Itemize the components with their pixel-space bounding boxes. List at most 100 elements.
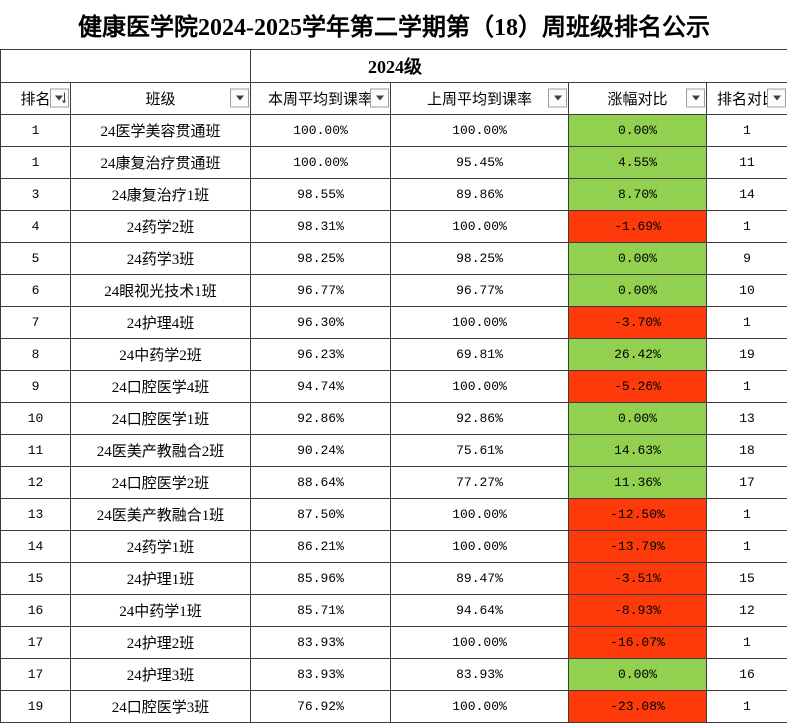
class-name-cell[interactable]: 24护理2班	[70, 625, 251, 659]
last-week-rate-cell[interactable]: 100.00%	[390, 689, 569, 723]
rank-filter-button[interactable]	[50, 88, 69, 108]
sheet-title[interactable]: 健康医学院2024-2025学年第二学期第（18）周班级排名公示	[0, 0, 787, 50]
last-week-rate-cell[interactable]: 83.93%	[390, 657, 569, 691]
change-cell[interactable]: -3.70%	[568, 305, 707, 339]
this-week-filter-button[interactable]	[370, 88, 389, 108]
this-week-rate-cell[interactable]: 83.93%	[250, 625, 391, 659]
change-cell[interactable]: 0.00%	[568, 657, 707, 691]
this-week-rate-cell[interactable]: 98.31%	[250, 209, 391, 243]
rank-cell[interactable]: 1	[0, 145, 71, 179]
last-week-rate-cell[interactable]: 100.00%	[390, 369, 569, 403]
this-week-rate-cell[interactable]: 86.21%	[250, 529, 391, 563]
this-week-rate-cell[interactable]: 92.86%	[250, 401, 391, 435]
rank-compare-cell[interactable]: 11	[705, 145, 787, 179]
last-week-rate-cell[interactable]: 75.61%	[390, 433, 569, 467]
column-header-this-week[interactable]: 本周平均到课率	[250, 81, 391, 115]
last-week-rate-cell[interactable]: 100.00%	[390, 305, 569, 339]
class-name-cell[interactable]: 24药学2班	[70, 209, 251, 243]
change-cell[interactable]: 4.55%	[568, 145, 707, 179]
rank-compare-cell[interactable]: 1	[705, 369, 787, 403]
rank-compare-cell[interactable]: 13	[705, 401, 787, 435]
class-name-cell[interactable]: 24中药学2班	[70, 337, 251, 371]
last-week-rate-cell[interactable]: 92.86%	[390, 401, 569, 435]
rank-compare-cell[interactable]: 1	[705, 625, 787, 659]
class-name-cell[interactable]: 24康复治疗贯通班	[70, 145, 251, 179]
rank-compare-cell[interactable]: 1	[705, 689, 787, 723]
this-week-rate-cell[interactable]: 88.64%	[250, 465, 391, 499]
change-cell[interactable]: 0.00%	[568, 113, 707, 147]
rank-compare-cell[interactable]: 1	[705, 497, 787, 531]
column-header-last-week[interactable]: 上周平均到课率	[390, 81, 569, 115]
class-name-cell[interactable]: 24口腔医学4班	[70, 369, 251, 403]
change-cell[interactable]: -16.07%	[568, 625, 707, 659]
this-week-rate-cell[interactable]: 76.92%	[250, 689, 391, 723]
rank-compare-cell[interactable]: 17	[705, 465, 787, 499]
change-cell[interactable]: -12.50%	[568, 497, 707, 531]
rank-cell[interactable]: 1	[0, 113, 71, 147]
change-cell[interactable]: -5.26%	[568, 369, 707, 403]
class-name-cell[interactable]: 24医美产教融合1班	[70, 497, 251, 531]
class-name-cell[interactable]: 24口腔医学3班	[70, 689, 251, 723]
change-cell[interactable]: -8.93%	[568, 593, 707, 627]
last-week-rate-cell[interactable]: 100.00%	[390, 497, 569, 531]
rank-cell[interactable]: 15	[0, 561, 71, 595]
rank-compare-cell[interactable]: 16	[705, 657, 787, 691]
rank-cell[interactable]: 12	[0, 465, 71, 499]
change-filter-button[interactable]	[686, 88, 705, 108]
this-week-rate-cell[interactable]: 83.93%	[250, 657, 391, 691]
rank-compare-cell[interactable]: 9	[705, 241, 787, 275]
this-week-rate-cell[interactable]: 94.74%	[250, 369, 391, 403]
last-week-rate-cell[interactable]: 89.47%	[390, 561, 569, 595]
last-week-rate-cell[interactable]: 100.00%	[390, 209, 569, 243]
class-name-cell[interactable]: 24口腔医学1班	[70, 401, 251, 435]
rank-cell[interactable]: 6	[0, 273, 71, 307]
last-week-rate-cell[interactable]: 96.77%	[390, 273, 569, 307]
last-week-rate-cell[interactable]: 69.81%	[390, 337, 569, 371]
change-cell[interactable]: 0.00%	[568, 401, 707, 435]
change-cell[interactable]: 8.70%	[568, 177, 707, 211]
class-name-cell[interactable]: 24康复治疗1班	[70, 177, 251, 211]
last-week-rate-cell[interactable]: 89.86%	[390, 177, 569, 211]
grade-label[interactable]: 2024级	[249, 48, 787, 83]
rank-cell[interactable]: 5	[0, 241, 71, 275]
this-week-rate-cell[interactable]: 96.77%	[250, 273, 391, 307]
rank-compare-filter-button[interactable]	[767, 88, 787, 108]
class-name-cell[interactable]: 24药学3班	[70, 241, 251, 275]
last-week-rate-cell[interactable]: 77.27%	[390, 465, 569, 499]
change-cell[interactable]: 26.42%	[568, 337, 707, 371]
rank-compare-cell[interactable]: 1	[705, 113, 787, 147]
this-week-rate-cell[interactable]: 87.50%	[250, 497, 391, 531]
rank-compare-cell[interactable]: 12	[705, 593, 787, 627]
class-name-cell[interactable]: 24护理1班	[70, 561, 251, 595]
rank-compare-cell[interactable]: 10	[705, 273, 787, 307]
rank-cell[interactable]: 17	[0, 625, 71, 659]
rank-cell[interactable]: 8	[0, 337, 71, 371]
rank-cell[interactable]: 3	[0, 177, 71, 211]
rank-cell[interactable]: 11	[0, 433, 71, 467]
this-week-rate-cell[interactable]: 96.30%	[250, 305, 391, 339]
change-cell[interactable]: -13.79%	[568, 529, 707, 563]
last-week-filter-button[interactable]	[548, 88, 567, 108]
rank-cell[interactable]: 16	[0, 593, 71, 627]
this-week-rate-cell[interactable]: 85.96%	[250, 561, 391, 595]
this-week-rate-cell[interactable]: 98.55%	[250, 177, 391, 211]
rank-cell[interactable]: 14	[0, 529, 71, 563]
this-week-rate-cell[interactable]: 90.24%	[250, 433, 391, 467]
class-name-cell[interactable]: 24护理4班	[70, 305, 251, 339]
last-week-rate-cell[interactable]: 94.64%	[390, 593, 569, 627]
rank-cell[interactable]: 9	[0, 369, 71, 403]
column-header-rank-compare[interactable]: 排名对比	[705, 81, 787, 115]
class-filter-button[interactable]	[230, 88, 249, 108]
class-name-cell[interactable]: 24中药学1班	[70, 593, 251, 627]
change-cell[interactable]: 0.00%	[568, 273, 707, 307]
class-name-cell[interactable]: 24医美产教融合2班	[70, 433, 251, 467]
change-cell[interactable]: -1.69%	[568, 209, 707, 243]
change-cell[interactable]: -23.08%	[568, 689, 707, 723]
rank-compare-cell[interactable]: 1	[705, 209, 787, 243]
change-cell[interactable]: 14.63%	[568, 433, 707, 467]
last-week-rate-cell[interactable]: 98.25%	[390, 241, 569, 275]
rank-cell[interactable]: 4	[0, 209, 71, 243]
rank-compare-cell[interactable]: 15	[705, 561, 787, 595]
column-header-class[interactable]: 班级	[70, 81, 251, 115]
rank-cell[interactable]: 7	[0, 305, 71, 339]
